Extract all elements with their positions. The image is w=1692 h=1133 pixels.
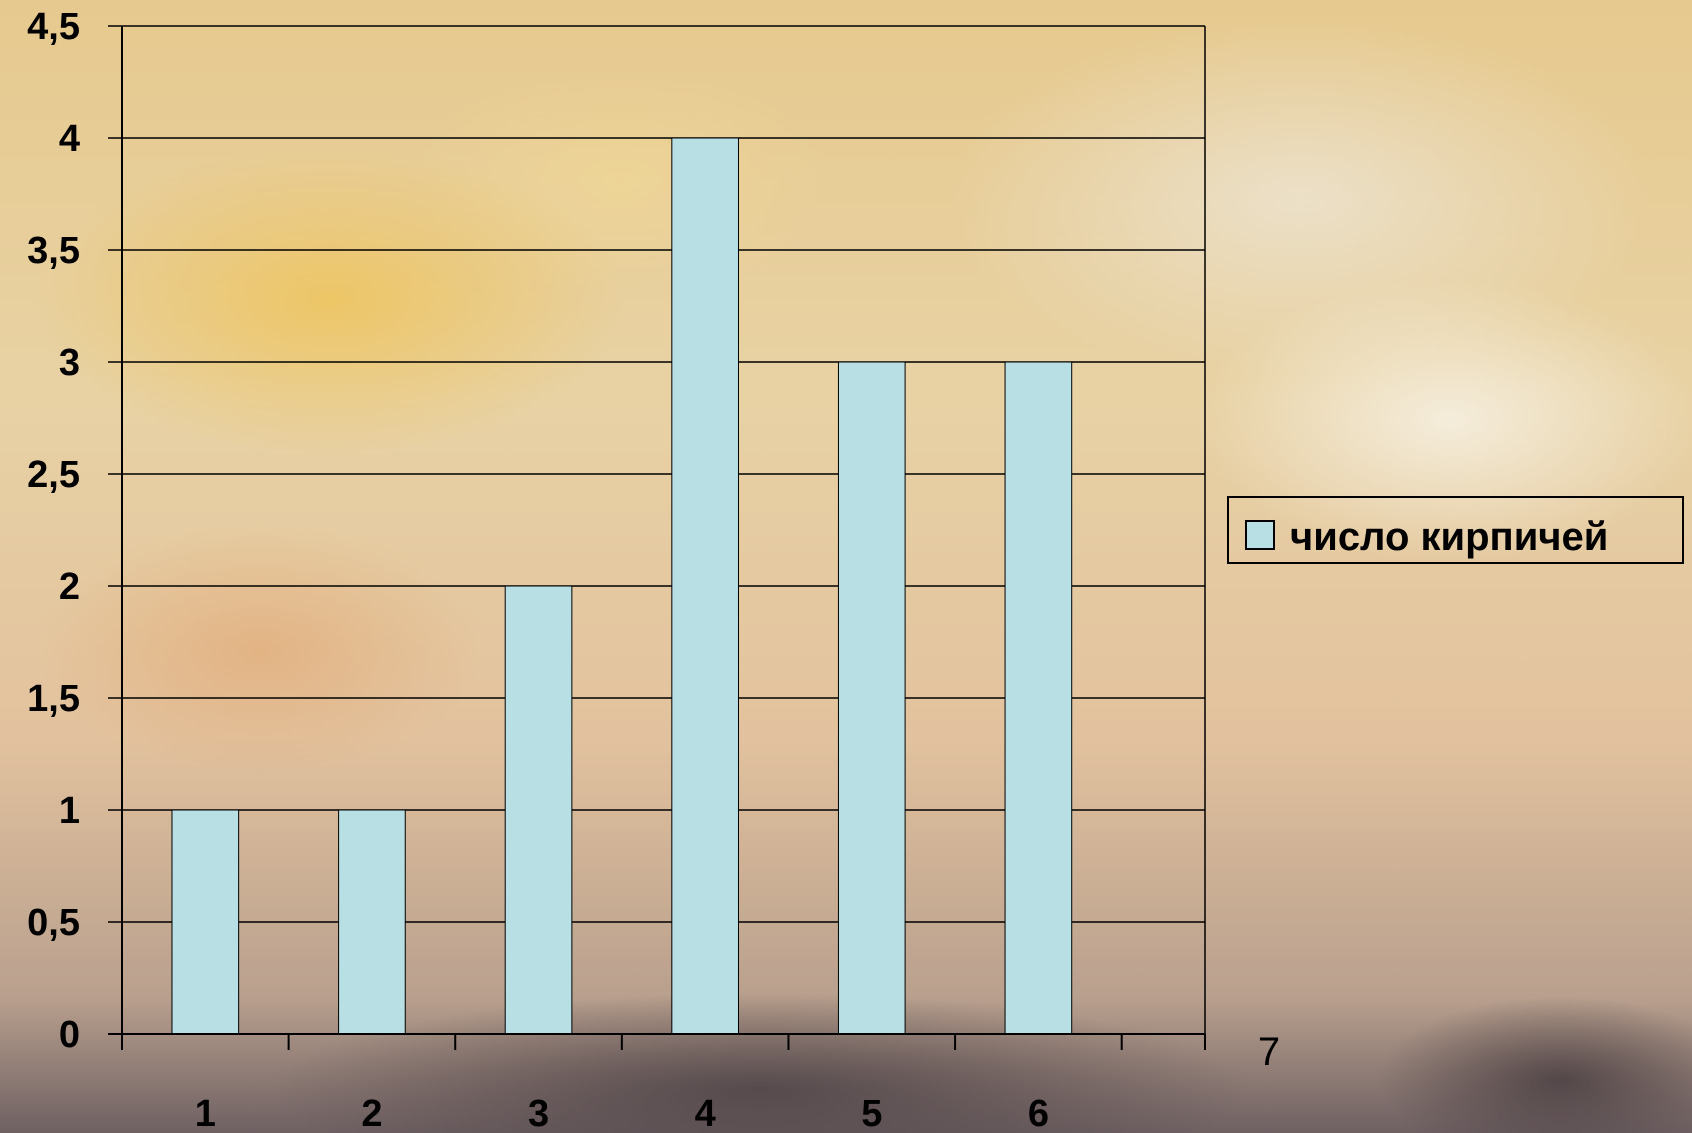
- bar: [837, 361, 906, 1035]
- legend-label: число кирпичей: [1290, 515, 1608, 559]
- x-tick-label: 1: [195, 1093, 216, 1133]
- bar: [1004, 361, 1073, 1035]
- legend-box: [1227, 496, 1684, 564]
- bar: [504, 585, 573, 1035]
- x-tick-label: 5: [861, 1093, 882, 1133]
- x-tick-label: 6: [1028, 1093, 1049, 1133]
- y-tick-label: 2,5: [27, 454, 80, 496]
- x-tick-label: 3: [528, 1093, 549, 1133]
- bar: [338, 809, 406, 1035]
- y-tick-label: 0: [59, 1014, 80, 1056]
- axes: [108, 26, 1206, 1050]
- x-tick-label: 4: [695, 1093, 716, 1133]
- y-tick-label: 4: [59, 118, 80, 160]
- y-tick-label: 2: [59, 566, 80, 608]
- y-tick-label: 3: [59, 342, 80, 384]
- y-tick-label: 3,5: [27, 230, 80, 272]
- bar: [671, 137, 739, 1035]
- y-tick-label: 4,5: [27, 6, 80, 48]
- x-tick-labels: 1 2 3 4 5 6: [195, 1093, 1049, 1133]
- y-tick-label: 1: [59, 790, 80, 832]
- y-tick-label: 0,5: [27, 902, 80, 944]
- y-tick-labels: 0 0,5 1 1,5 2 2,5 3 3,5 4 4,5: [27, 6, 80, 1056]
- legend: число кирпичей: [1227, 496, 1684, 564]
- legend-swatch: [1245, 520, 1275, 550]
- gridlines: [108, 25, 1205, 1035]
- bar: [171, 809, 240, 1035]
- x-tick-label: 2: [361, 1093, 382, 1133]
- y-tick-label: 1,5: [27, 678, 80, 720]
- x-extra-label: 7: [1258, 1030, 1280, 1074]
